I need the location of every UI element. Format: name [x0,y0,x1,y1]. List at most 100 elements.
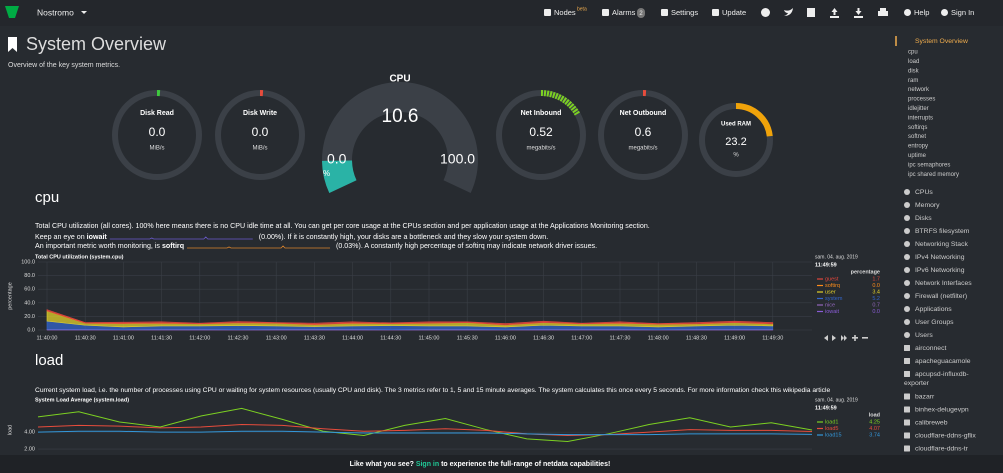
netdata-logo[interactable] [5,6,19,18]
github-icon[interactable] [761,8,770,17]
sidebar-group[interactable]: IPv4 Networking [915,254,965,261]
y-tick-label: 100.0 [21,259,35,265]
sidebar-group[interactable]: BTRFS filesystem [915,228,970,235]
sidebar-group[interactable]: apcupsd-influxdb- [915,371,969,378]
legend-name[interactable]: guest [825,276,839,282]
sidebar-subitem[interactable]: cpu [908,50,918,56]
sidebar-group[interactable]: exporter [904,380,930,387]
x-tick-label: 11:42:00 [189,335,210,341]
sidebar-subitem[interactable]: network [908,87,930,93]
x-tick-label: 11:49:00 [724,335,745,341]
sidebar-subitem[interactable]: uptime [908,153,927,159]
toolbar-zoom-in[interactable] [852,335,858,341]
sidebar-group[interactable]: IPv6 Networking [915,267,965,274]
legend-time: 11:49:59 [815,405,837,411]
nav-item[interactable]: Sign In [951,8,974,17]
description-text: 0.03% [338,242,359,250]
legend-value: 3.74 [869,432,880,438]
sidebar-group[interactable]: bazarr [915,393,935,400]
y-tick-label: 0.0 [27,327,35,333]
chart-title: Total CPU utilization (system.cpu) [35,254,124,260]
sidebar-subitem[interactable]: idlejitter [908,106,929,112]
legend-name[interactable]: user [825,289,836,295]
icons [761,8,888,18]
legend-name[interactable]: iowait [825,309,840,315]
sidebar-subitem[interactable]: load [908,59,919,65]
sidebar-subitem[interactable]: processes [908,97,935,103]
sidebar-group[interactable]: CPUs [915,189,933,196]
sidebar-icon [904,254,910,260]
brand[interactable]: Nostromo [37,7,74,17]
sidebar-group[interactable]: Users [915,332,933,339]
sidebar-icon [904,332,910,338]
navbar: Nostromo Nodes beta Alarms 2 Settings Update H… [0,0,1003,26]
x-tick-label: 11:46:00 [495,335,516,341]
y-tick-label: 40.0 [24,300,35,306]
sidebar-subitem[interactable]: ipc shared memory [908,172,959,178]
sidebar-icon [904,432,910,439]
print-icon[interactable] [878,8,888,16]
sidebar-subitem[interactable]: entropy [908,144,928,150]
metric-name: iowait [87,233,108,241]
description-text: ). A constantly high percentage of softi… [359,242,598,250]
sidebar-group[interactable]: airconnect [915,345,946,352]
nav-icon [544,9,551,16]
nav-item[interactable]: Alarms [612,8,636,17]
toolbar-zoom-out[interactable] [862,337,868,339]
legend-name[interactable]: load5 [825,426,838,432]
sidebar-group[interactable]: Firewall (netfilter) [915,293,967,300]
sidebar-subitem[interactable]: disk [908,68,920,74]
sidebar-group[interactable]: calibreweb [915,419,948,426]
nav-item[interactable]: Nodes [554,8,576,17]
sidebar-group[interactable]: User Groups [915,319,954,326]
footer-text-part: to experience the full-range of netdata … [439,461,610,468]
description-text: ). If it is constantly high, your disks … [281,233,548,241]
x-tick-label: 11:44:00 [342,335,363,341]
toolbar-right[interactable] [841,335,847,341]
description-text: ( [257,233,262,241]
sidebar-group[interactable]: Networking Stack [915,241,968,248]
sidebar-group[interactable]: cloudflare-ddns-tr [915,445,969,452]
sidebar-icon [904,371,910,377]
gauge-label: Net Inbound [521,110,562,117]
upload-icon[interactable] [854,8,863,18]
x-tick-label: 11:48:30 [686,335,707,341]
download-icon[interactable] [830,8,839,18]
legend-name[interactable]: load15 [825,432,842,438]
sidebar-active[interactable]: System Overview [915,38,968,45]
sign-in-link[interactable]: Sign in [416,461,439,468]
nav-sup: beta [577,6,587,12]
facebook-icon[interactable] [807,8,815,17]
sidebar-subitem[interactable]: ipc semaphores [908,162,950,168]
sidebar-group[interactable]: Disks [915,215,932,222]
sidebar-group[interactable]: Network Interfaces [915,280,972,287]
x-tick-label: 11:47:00 [571,335,592,341]
nav-item[interactable]: Settings [671,8,698,17]
toolbar-play[interactable] [832,335,836,341]
gauge-label: Net Outbound [620,110,667,117]
sidebar-group[interactable]: Applications [915,306,952,313]
sidebar-group[interactable]: binhex-delugevpn [915,406,969,413]
description-text: Total CPU utilization (all cores). 100% … [35,222,650,230]
description-text: Keep an eye on [35,233,87,241]
legend-name[interactable]: load1 [825,419,838,425]
legend-name[interactable]: nice [825,302,835,308]
sidebar-subitem[interactable]: ram [908,78,918,84]
sidebar-group[interactable]: apacheguacamole [915,358,971,365]
sidebar-group[interactable]: Memory [915,202,940,209]
sidebar-subitem[interactable]: interrupts [908,115,933,121]
sidebar-subitem[interactable]: softirqs [908,125,927,131]
sidebar-icon [904,345,910,351]
toolbar-left[interactable] [824,335,828,341]
sidebar-subitem[interactable]: softnet [908,134,926,140]
twitter-icon[interactable] [784,8,793,16]
legend-name[interactable]: softirq [825,283,840,289]
legend-name[interactable]: system [825,296,843,302]
sidebar-group[interactable]: cloudflare-ddns-gflix [915,432,976,439]
nav-icon [904,9,911,16]
nav-item[interactable]: Help [914,8,929,17]
area-series [46,309,774,326]
x-tick-label: 11:40:00 [36,335,57,341]
nav-item[interactable]: Update [722,8,746,17]
